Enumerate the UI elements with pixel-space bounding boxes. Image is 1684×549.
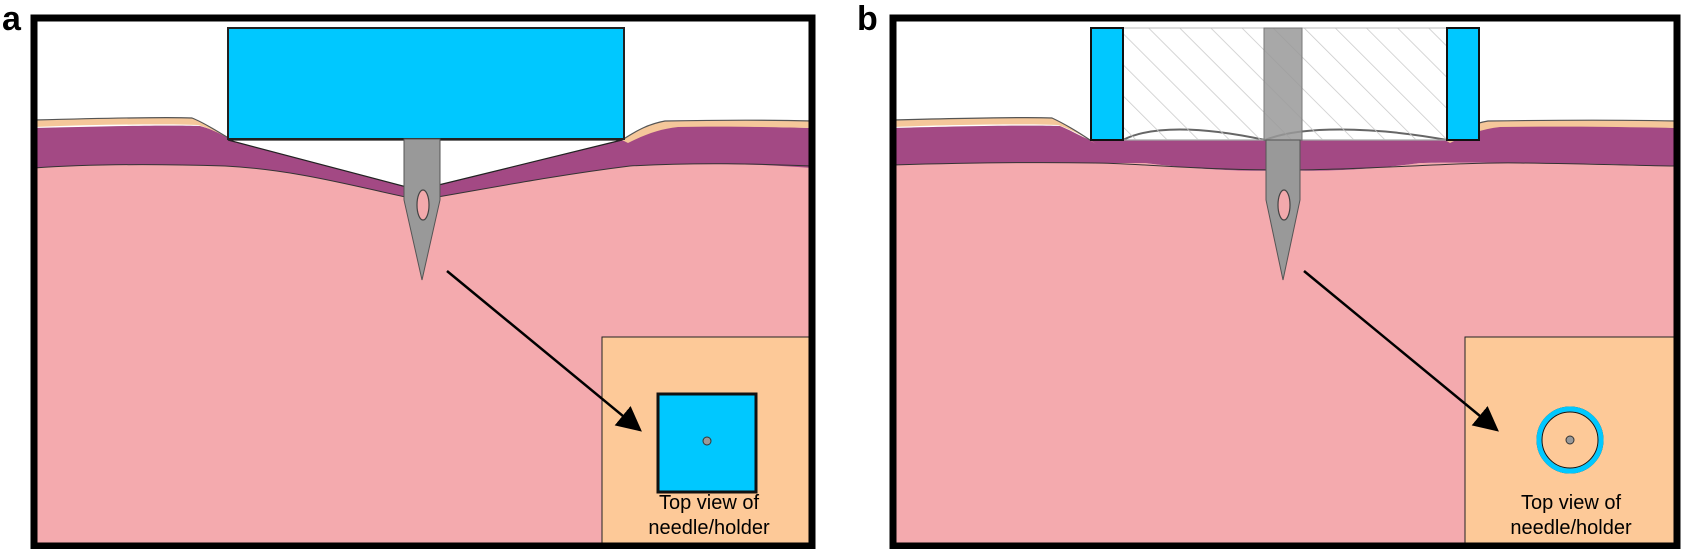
panel-b-inset-caption-line2: needle/holder [1510,517,1632,539]
panel-b-holder-left-wall [1090,27,1124,141]
panel-b-needle-shaft [1263,27,1303,141]
panel-b-inset-ring-outline-inner [1541,411,1599,469]
panel-b-arrow [1303,270,1499,432]
panel-b: b Top view of needle/holder [857,0,1681,549]
panel-a-inset-caption-line1: Top view of [659,492,759,514]
panel-b-frame [889,14,1681,549]
panel-b-inset-caption-line1: Top view of [1521,492,1621,514]
panel-b-inset-ring-holder [1536,406,1604,474]
panel-a-needle-eye [416,189,430,221]
panel-a-holder-block [227,27,625,140]
panel-a-dermis [34,125,812,200]
panel-a: a Top view of needle/holder [2,0,816,549]
panel-b-inset-needle-dot [1565,435,1575,445]
panel-a-epidermis [34,117,812,144]
panel-a-inset-needle-dot [702,436,712,446]
panel-b-needle-eye [1277,189,1291,221]
panel-a-arrow [446,270,642,432]
panel-a-letter: a [2,0,22,38]
panel-b-holder-right-wall [1446,27,1480,141]
panel-a-inset-caption-line2: needle/holder [648,517,770,539]
panel-b-epidermis [893,117,1677,144]
panel-b-letter: b [857,0,878,38]
panel-a-frame [30,14,816,549]
